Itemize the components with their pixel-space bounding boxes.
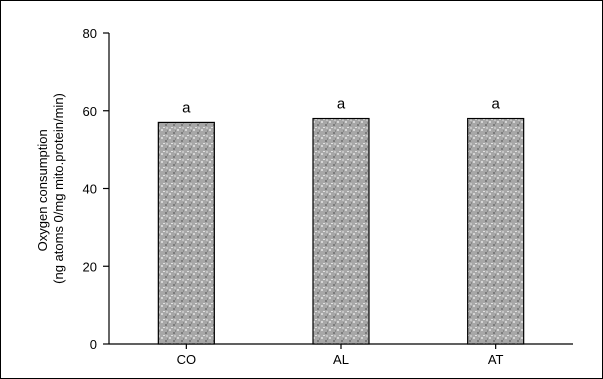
bar-at — [467, 117, 525, 345]
y-tick-label: 60 — [83, 104, 97, 119]
y-axis-label-line-1: Oxygen consumption — [35, 129, 50, 251]
y-axis: 0 20 40 60 80 — [83, 26, 110, 352]
y-axis-label: Oxygen consumption (ng atoms 0/mg mito.p… — [35, 93, 66, 284]
x-tick-label: AL — [333, 352, 349, 367]
y-tick-label: 40 — [83, 182, 97, 197]
y-tick-label: 80 — [83, 26, 97, 41]
x-axis: CO AL AT — [109, 343, 573, 367]
significance-label: a — [491, 96, 500, 113]
x-tick-label: CO — [177, 352, 197, 367]
bar-al — [312, 117, 370, 345]
significance-label: a — [182, 99, 191, 116]
x-tick-label: AT — [488, 352, 504, 367]
y-axis-label-line-2: (ng atoms 0/mg mito.protein/min) — [51, 93, 66, 284]
bar-co — [157, 121, 215, 345]
y-tick-label: 20 — [83, 259, 97, 274]
significance-label: a — [337, 96, 346, 113]
y-tick-label: 0 — [90, 337, 97, 352]
